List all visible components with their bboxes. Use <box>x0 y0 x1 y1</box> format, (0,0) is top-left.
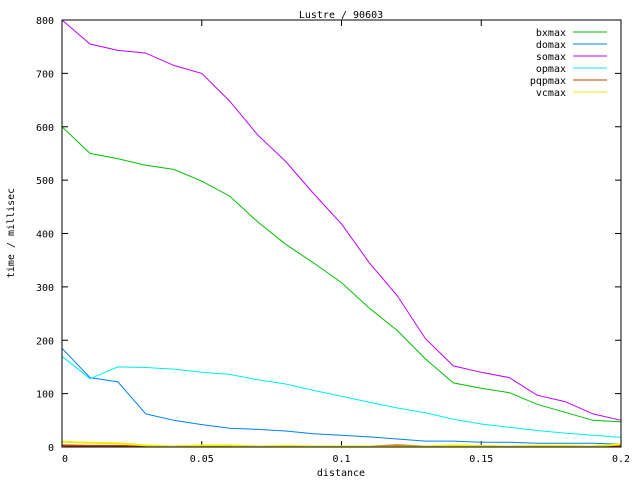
x-axis-label: distance <box>317 468 365 479</box>
y-tick-label: 700 <box>36 69 54 80</box>
series-line-opmax <box>61 355 622 438</box>
legend-label-domax: domax <box>536 40 566 51</box>
x-tick-label: 0.15 <box>469 454 493 465</box>
y-tick-label: 500 <box>36 176 54 187</box>
y-tick-label: 800 <box>36 16 54 27</box>
legend-label-opmax: opmax <box>536 64 566 75</box>
y-axis-label: time / millisec <box>6 188 17 278</box>
plot-frame <box>61 19 622 448</box>
series-line-domax <box>61 347 622 445</box>
legend-label-pqpmax: pqpmax <box>530 76 566 87</box>
y-tick-label: 0 <box>48 443 54 454</box>
legend-label-bxmax: bxmax <box>536 28 566 39</box>
y-tick-label: 100 <box>36 390 54 401</box>
y-tick-label: 600 <box>36 123 54 134</box>
legend-label-vcmax: vcmax <box>536 88 566 99</box>
y-tick-label: 400 <box>36 230 54 241</box>
y-tick-label: 300 <box>36 283 54 294</box>
x-tick-label: 0.1 <box>332 454 350 465</box>
chart-title: Lustre / 90603 <box>299 10 383 21</box>
series-line-somax <box>61 19 622 421</box>
x-tick-label: 0 <box>62 454 68 465</box>
y-tick-label: 200 <box>36 336 54 347</box>
x-tick-label: 0.2 <box>612 454 630 465</box>
legend-label-somax: somax <box>536 52 566 63</box>
series-line-bxmax <box>61 126 622 423</box>
x-tick-label: 0.05 <box>190 454 214 465</box>
